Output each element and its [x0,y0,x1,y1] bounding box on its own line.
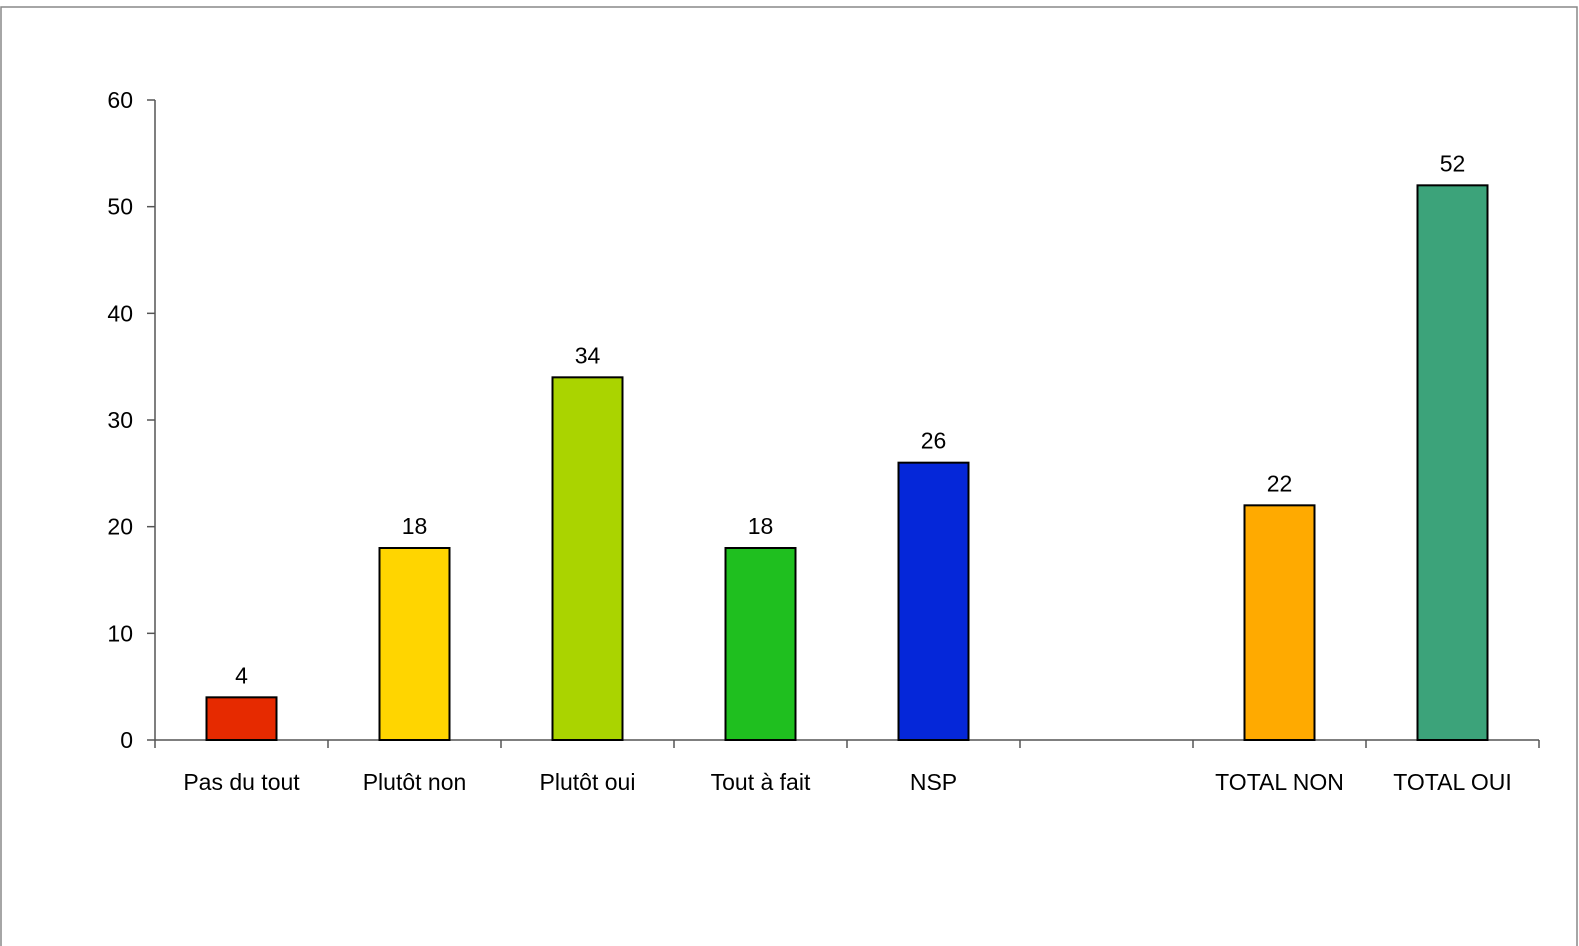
data-labels: 4 18 34 18 26 22 52 [235,150,1465,688]
data-label: 34 [575,342,601,368]
data-label: 4 [235,662,248,688]
y-tick-label: 0 [120,727,133,753]
y-tick-label: 20 [107,514,133,540]
bar [205,696,278,741]
category-label: Plutôt oui [540,769,636,795]
data-label: 52 [1440,150,1466,176]
category-label: Plutôt non [363,769,467,795]
bar [551,376,624,741]
chart-border [0,6,1578,946]
category-label: TOTAL NON [1215,769,1344,795]
category-label: Tout à fait [711,769,811,795]
category-labels: Pas du tout Plutôt non Plutôt oui Tout à fa… [183,769,1511,795]
bars [205,184,1489,742]
category-label: TOTAL OUI [1393,769,1511,795]
category-label: NSP [910,769,957,795]
bar [897,461,970,741]
data-label: 26 [921,428,947,454]
y-tick-label: 60 [107,87,133,113]
y-axis: 0 10 20 30 40 50 60 [107,87,156,753]
data-label: 18 [748,513,774,539]
bar [1416,184,1489,742]
y-tick-label: 40 [107,300,133,326]
y-tick-label: 30 [107,407,133,433]
y-tick-label: 10 [107,620,133,646]
y-tick-label: 50 [107,194,133,220]
category-label: Pas du tout [183,769,300,795]
data-label: 18 [402,513,428,539]
bar [1243,504,1316,742]
data-label: 22 [1267,470,1293,496]
bar [724,547,797,741]
bar [378,547,451,741]
